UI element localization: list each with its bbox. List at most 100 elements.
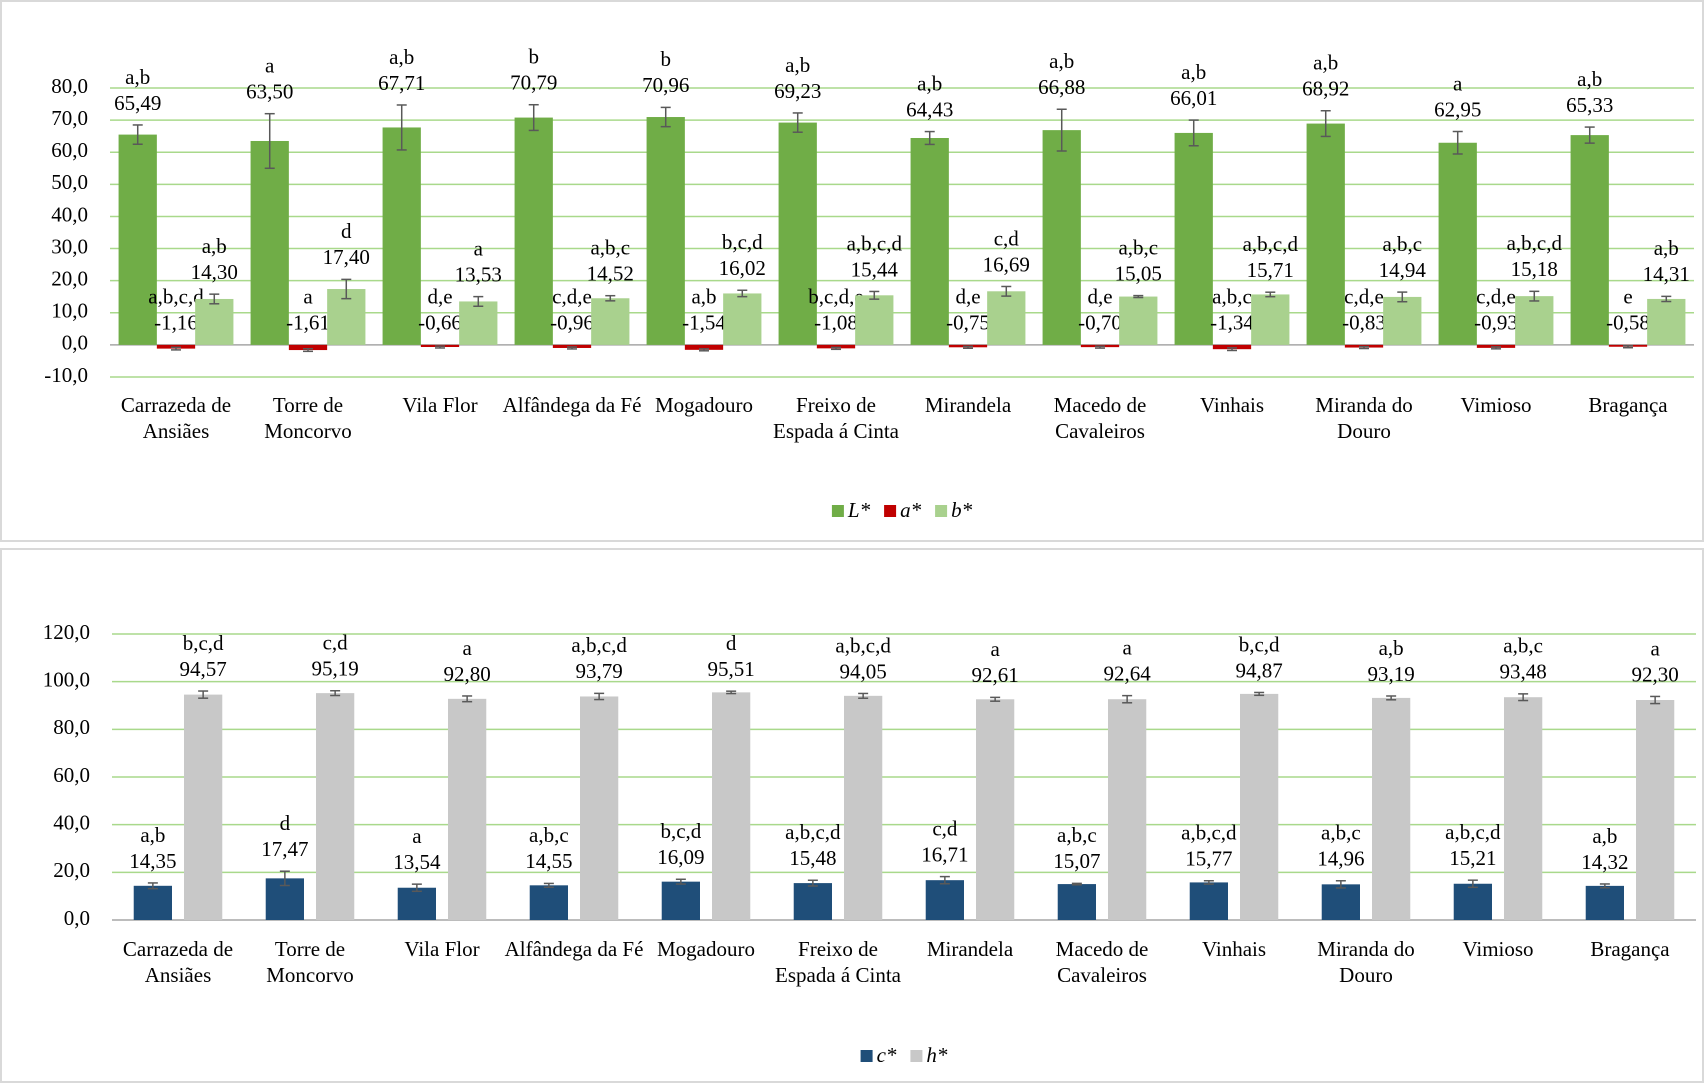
significance-letters: a,b,c,d: [148, 285, 204, 309]
bar: [459, 301, 498, 345]
significance-letters: c,d: [932, 816, 958, 840]
value-label: 63,50: [246, 80, 293, 104]
significance-letters: a,b: [785, 53, 810, 77]
value-label: -0,96: [550, 311, 594, 335]
bar: [1042, 130, 1081, 345]
bar: [1251, 294, 1290, 345]
bar: [1306, 123, 1345, 345]
bar: [1240, 693, 1279, 920]
value-label: 15,07: [1053, 849, 1100, 873]
value-label: 15,44: [851, 257, 899, 281]
significance-letters: a,b,c: [1382, 232, 1422, 256]
x-tick-label: Mogadouro: [657, 937, 755, 961]
value-label: 14,94: [1379, 258, 1427, 282]
bar: [723, 293, 762, 345]
significance-letters: a: [474, 236, 484, 260]
bar: [816, 344, 856, 349]
bar: [976, 699, 1015, 920]
x-tick-label: Mirandela: [924, 393, 1012, 417]
significance-letters: a,b,c: [1212, 285, 1252, 309]
bar: [397, 887, 436, 920]
value-label: 92,30: [1632, 662, 1679, 686]
value-label: -0,58: [1606, 311, 1650, 335]
bar: [1372, 697, 1411, 920]
significance-letters: a,b,c,d: [571, 633, 627, 657]
significance-letters: b,c,d: [183, 631, 224, 655]
y-tick-label: 80,0: [53, 715, 90, 739]
significance-letters: a,b,c,d: [1243, 232, 1299, 256]
significance-letters: a,b,c: [1057, 823, 1097, 847]
legend-label: a*: [900, 498, 922, 522]
x-tick-label: Bragança: [1590, 937, 1670, 961]
significance-letters: c,d,e: [1476, 285, 1516, 309]
significance-letters: e: [1623, 285, 1632, 309]
legend-swatch: [884, 505, 897, 517]
legend-swatch: [935, 505, 948, 517]
value-label: 15,05: [1115, 261, 1162, 285]
y-tick-label: 0,0: [64, 906, 90, 930]
y-tick-label: 80,0: [51, 74, 88, 98]
significance-letters: b,c,d: [1239, 632, 1280, 656]
bar: [133, 885, 172, 920]
y-tick-label: 30,0: [51, 234, 88, 258]
y-tick-label: 0,0: [62, 331, 88, 355]
significance-letters: a,b: [140, 823, 165, 847]
bar: [987, 291, 1026, 345]
significance-letters: d,e: [427, 285, 452, 309]
bar: [1119, 296, 1158, 345]
bar: [910, 137, 949, 345]
value-label: 16,69: [983, 252, 1030, 276]
significance-letters: a: [265, 54, 275, 78]
value-label: 14,35: [129, 849, 176, 873]
value-label: 17,40: [323, 245, 370, 269]
significance-letters: a,b: [1654, 236, 1679, 260]
value-label: -1,61: [286, 311, 330, 335]
bar: [1321, 884, 1360, 920]
bar: [712, 692, 751, 920]
value-label: 93,48: [1500, 660, 1547, 684]
y-tick-label: 70,0: [51, 106, 88, 130]
x-tick-label: Vimioso: [1460, 393, 1532, 417]
significance-letters: d: [341, 219, 352, 243]
value-label: 94,87: [1236, 658, 1283, 682]
significance-letters: a,b: [1577, 67, 1602, 91]
significance-letters: a,b,c: [529, 823, 569, 847]
value-label: 92,80: [444, 662, 491, 686]
y-tick-label: 120,0: [43, 620, 90, 644]
significance-letters: a: [990, 637, 1000, 661]
legend-swatch: [831, 505, 844, 517]
value-label: 95,19: [312, 657, 359, 681]
x-tick-label: Vinhais: [1201, 937, 1267, 961]
value-label: 15,48: [789, 846, 836, 870]
y-tick-label: 10,0: [51, 299, 88, 323]
value-label: 15,77: [1185, 847, 1232, 871]
bar: [529, 885, 568, 920]
x-tick-label: Macedo de Cavaleiros: [1053, 393, 1147, 443]
y-tick-label: 20,0: [53, 858, 90, 882]
x-tick-label: Alfândega da Fé: [504, 937, 644, 961]
value-label: 14,31: [1643, 262, 1690, 286]
value-label: 94,05: [840, 659, 887, 683]
bar: [1585, 885, 1624, 920]
significance-letters: a,b: [389, 45, 414, 69]
bar: [514, 117, 553, 345]
legend-swatch: [860, 1050, 873, 1062]
value-label: 65,33: [1566, 93, 1613, 117]
value-label: 62,95: [1434, 97, 1481, 121]
significance-letters: c,d: [323, 631, 349, 655]
significance-letters: a: [303, 285, 313, 309]
bar: [646, 117, 685, 345]
significance-letters: a,b: [691, 285, 716, 309]
x-tick-label: Macedo de Cavaleiros: [1055, 937, 1149, 987]
value-label: 14,30: [191, 260, 238, 284]
x-tick-label: Carrazeda de Ansiães: [122, 937, 234, 987]
bar: [793, 883, 832, 920]
value-label: -1,54: [682, 311, 726, 335]
value-label: -1,08: [814, 311, 858, 335]
x-tick-label: Bragança: [1588, 393, 1668, 417]
significance-letters: a: [1122, 635, 1132, 659]
legend-label: L*: [847, 498, 871, 522]
bar: [1453, 883, 1492, 920]
value-label: 64,43: [906, 97, 953, 121]
